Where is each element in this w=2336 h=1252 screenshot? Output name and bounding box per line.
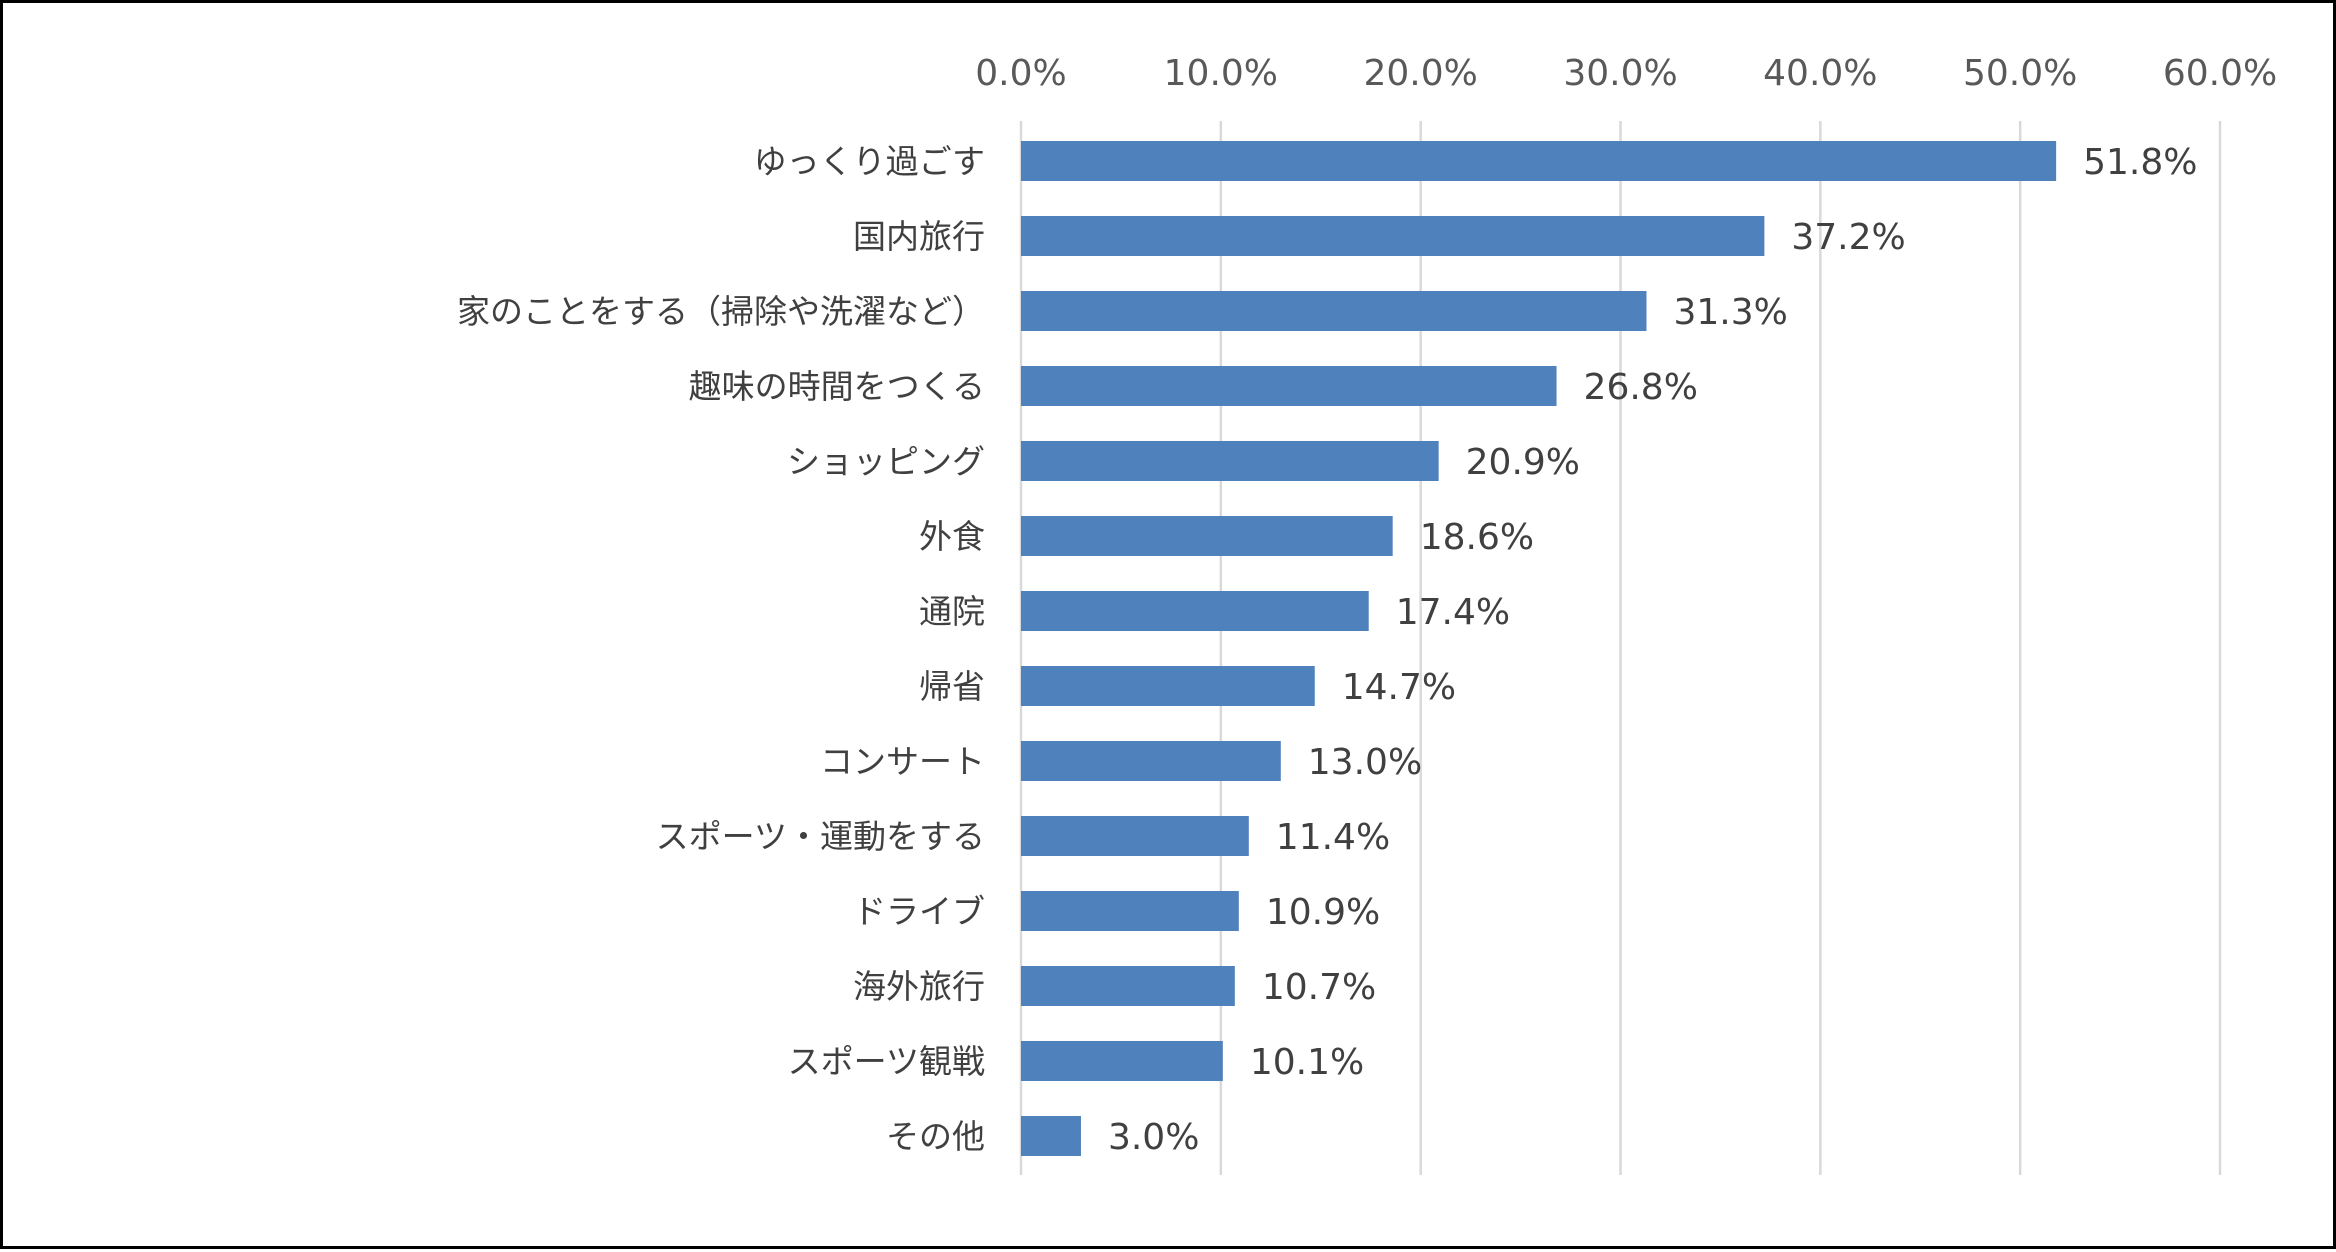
- data-label: 3.0%: [1108, 1117, 1199, 1158]
- category-label: 国内旅行: [853, 217, 985, 256]
- category-label: その他: [886, 1117, 985, 1156]
- x-tick-label: 50.0%: [1963, 53, 2077, 94]
- category-label: 外食: [919, 517, 985, 556]
- x-tick-labels: 0.0% 10.0% 20.0% 30.0% 40.0% 50.0% 60.0%: [975, 53, 2277, 94]
- bar: [1021, 666, 1315, 706]
- x-tick-label: 0.0%: [975, 53, 1066, 94]
- category-label: ショッピング: [787, 442, 985, 481]
- bar: [1021, 516, 1393, 556]
- data-label: 26.8%: [1584, 367, 1698, 408]
- bar: [1021, 291, 1647, 331]
- x-tick-label: 10.0%: [1164, 53, 1278, 94]
- data-label: 18.6%: [1420, 517, 1534, 558]
- x-tick-label: 20.0%: [1363, 53, 1477, 94]
- bar: [1021, 741, 1281, 781]
- data-label: 31.3%: [1673, 292, 1787, 333]
- category-label: コンサート: [820, 742, 985, 781]
- bar: [1021, 891, 1239, 931]
- data-label: 13.0%: [1308, 742, 1422, 783]
- bar: [1021, 591, 1369, 631]
- category-label: 趣味の時間をつくる: [689, 367, 985, 406]
- data-label: 10.7%: [1262, 967, 1376, 1008]
- category-label: 海外旅行: [853, 967, 985, 1006]
- bar: [1021, 366, 1557, 406]
- bars: [1021, 141, 2057, 1156]
- category-label: ゆっくり過ごす: [754, 142, 985, 181]
- bar: [1021, 1116, 1081, 1156]
- data-label: 20.9%: [1466, 442, 1580, 483]
- data-label: 11.4%: [1276, 817, 1390, 858]
- bar-chart: 0.0% 10.0% 20.0% 30.0% 40.0% 50.0% 60.0% ゆっくり過…: [457, 53, 2277, 1175]
- x-tick-label: 40.0%: [1763, 53, 1877, 94]
- x-tick-label: 60.0%: [2163, 53, 2277, 94]
- data-label: 51.8%: [2083, 142, 2197, 183]
- gridlines: [1019, 121, 2222, 1175]
- data-label: 17.4%: [1396, 592, 1510, 633]
- category-label: ドライブ: [853, 892, 985, 931]
- category-label: スポーツ・運動をする: [656, 817, 985, 856]
- data-label: 14.7%: [1342, 667, 1456, 708]
- x-tick-label: 30.0%: [1563, 53, 1677, 94]
- category-label: 帰省: [919, 667, 985, 706]
- category-label: スポーツ観戦: [788, 1042, 985, 1081]
- bar: [1021, 216, 1765, 256]
- category-label: 家のことをする（掃除や洗濯など）: [457, 292, 985, 331]
- data-label: 10.9%: [1266, 892, 1380, 933]
- data-labels: 51.8% 37.2%31.3% 26.8%20.9% 18.6% 17.4% 14.7%…: [1108, 142, 2198, 1158]
- bar: [1021, 141, 2057, 181]
- bar: [1021, 966, 1235, 1006]
- bar: [1021, 441, 1439, 481]
- data-label: 37.2%: [1791, 217, 1905, 258]
- bar: [1021, 1041, 1223, 1081]
- category-label: 通院: [919, 592, 985, 631]
- data-label: 10.1%: [1250, 1042, 1364, 1083]
- bar: [1021, 816, 1249, 856]
